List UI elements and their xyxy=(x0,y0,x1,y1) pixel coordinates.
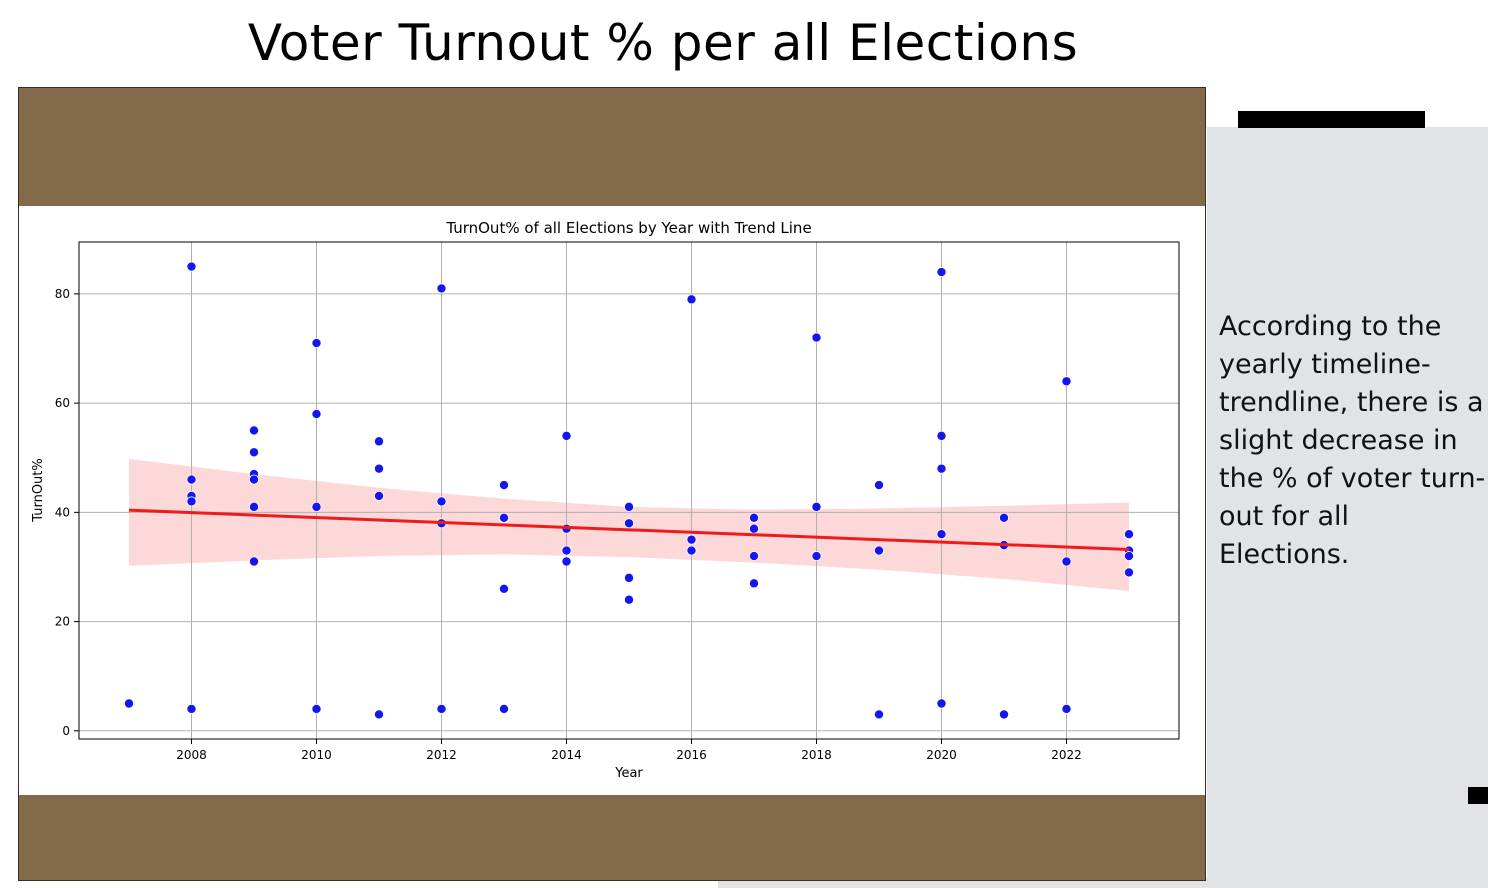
data-point xyxy=(186,474,197,485)
commentary-line: yearly timeline- xyxy=(1219,349,1431,380)
accent-bar xyxy=(1238,111,1425,128)
data-point xyxy=(248,556,259,567)
data-point xyxy=(561,430,572,441)
x-tick-label: 2008 xyxy=(176,748,207,762)
data-point xyxy=(936,463,947,474)
commentary-line: slight decrease in xyxy=(1219,425,1458,456)
data-point xyxy=(874,480,885,491)
plot-border xyxy=(78,241,1180,740)
data-point xyxy=(311,703,322,714)
data-point xyxy=(874,709,885,720)
data-point xyxy=(1124,567,1135,578)
data-point xyxy=(373,436,384,447)
data-point xyxy=(248,425,259,436)
data-point xyxy=(124,698,135,709)
data-point xyxy=(811,332,822,343)
chart-title: TurnOut% of all Elections by Year with T… xyxy=(445,219,811,237)
x-axis-label: Year xyxy=(614,766,643,781)
x-tick-label: 2022 xyxy=(1051,748,1082,762)
commentary-line: According to the xyxy=(1219,311,1442,342)
data-point xyxy=(311,409,322,420)
data-point xyxy=(1061,556,1072,567)
data-point xyxy=(186,703,197,714)
data-point xyxy=(561,545,572,556)
data-point xyxy=(686,294,697,305)
scatter-chart: 2008 2010 2012 2014 2016 2018 2020 2022 0 20 40 60 8… xyxy=(31,219,1180,781)
data-point xyxy=(436,703,447,714)
data-point xyxy=(1061,376,1072,387)
frame-band-bottom xyxy=(18,795,1206,881)
data-point xyxy=(436,496,447,507)
data-point xyxy=(248,474,259,485)
x-tick-label: 2014 xyxy=(551,748,582,762)
data-point xyxy=(186,496,197,507)
data-point xyxy=(436,283,447,294)
data-point xyxy=(749,512,760,523)
data-point xyxy=(373,463,384,474)
data-point xyxy=(749,523,760,534)
data-point xyxy=(1124,529,1135,540)
data-point xyxy=(373,490,384,501)
data-point xyxy=(1061,703,1072,714)
data-point xyxy=(1124,551,1135,562)
data-point xyxy=(498,480,509,491)
data-point xyxy=(248,447,259,458)
y-tick-label: 0 xyxy=(62,724,70,738)
commentary-line: trendline, there is a xyxy=(1219,387,1484,418)
data-point xyxy=(999,709,1010,720)
data-point xyxy=(624,501,635,512)
x-tick-label: 2010 xyxy=(301,748,332,762)
commentary-line: out for all xyxy=(1219,501,1350,532)
trend-line xyxy=(128,508,1130,551)
x-tick-label: 2020 xyxy=(926,748,957,762)
x-tick-label: 2012 xyxy=(426,748,457,762)
data-point xyxy=(686,534,697,545)
data-point xyxy=(373,709,384,720)
accent-square xyxy=(1468,787,1488,804)
x-tick-label: 2016 xyxy=(676,748,707,762)
data-point xyxy=(624,518,635,529)
data-point xyxy=(311,338,322,349)
data-point xyxy=(624,594,635,605)
data-point xyxy=(749,551,760,562)
decorative-strip xyxy=(718,878,1208,888)
data-point xyxy=(311,501,322,512)
side-panel xyxy=(1207,127,1488,888)
commentary-line: the % of voter turn- xyxy=(1219,463,1486,494)
slide-title: Voter Turnout % per all Elections xyxy=(247,14,1079,72)
y-tick-label: 60 xyxy=(55,396,70,410)
commentary-line: Elections. xyxy=(1219,539,1350,570)
data-point xyxy=(498,583,509,594)
data-point xyxy=(936,529,947,540)
data-point xyxy=(999,512,1010,523)
y-tick-label: 80 xyxy=(55,287,70,301)
data-point xyxy=(936,698,947,709)
data-point xyxy=(936,267,947,278)
data-point xyxy=(561,556,572,567)
data-point xyxy=(186,261,197,272)
x-tick-label: 2018 xyxy=(801,748,832,762)
data-point xyxy=(624,572,635,583)
y-tick-label: 40 xyxy=(55,505,70,519)
data-point xyxy=(498,512,509,523)
data-point xyxy=(498,703,509,714)
y-axis-label: TurnOut% xyxy=(31,458,46,522)
data-point xyxy=(936,430,947,441)
data-point xyxy=(811,551,822,562)
data-point xyxy=(811,501,822,512)
data-point xyxy=(874,545,885,556)
data-point xyxy=(686,545,697,556)
commentary-text: According to the yearly timeline-trendlin… xyxy=(1219,308,1487,574)
frame-band-top xyxy=(18,87,1206,206)
data-point xyxy=(749,578,760,589)
data-point xyxy=(248,501,259,512)
y-tick-label: 20 xyxy=(55,615,70,629)
